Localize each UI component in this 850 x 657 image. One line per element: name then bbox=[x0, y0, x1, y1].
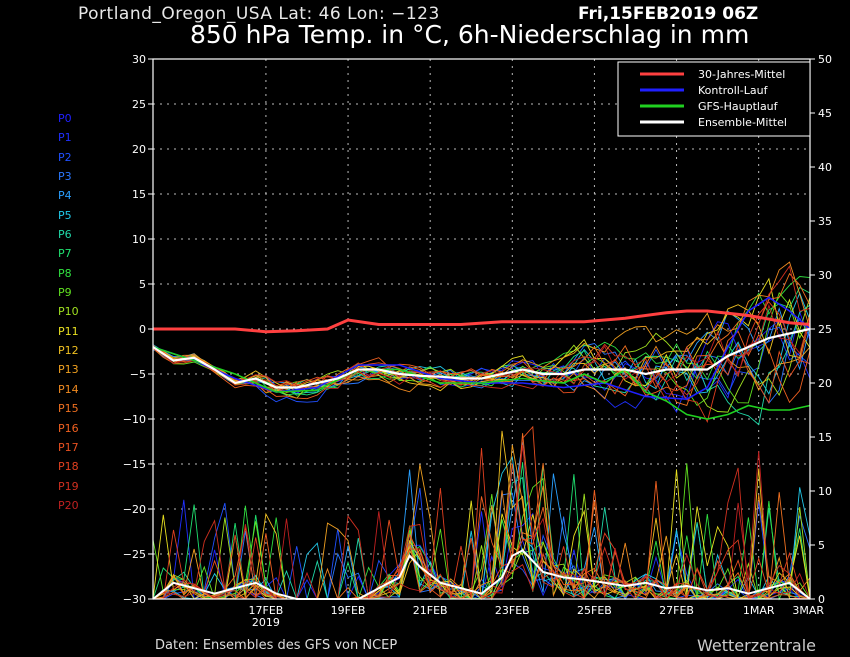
x-tick-label: 19FEB bbox=[331, 604, 366, 617]
legend: 30-Jahres-Mittel Kontroll-Lauf GFS-Hauptla… bbox=[617, 61, 811, 137]
member-precip-line bbox=[152, 463, 811, 600]
x-tick-label: 3MAR bbox=[792, 604, 824, 617]
member-label: P7 bbox=[58, 247, 72, 261]
y-left-tick-label: −10 bbox=[123, 413, 146, 426]
x-tick-sublabel: 2019 bbox=[252, 616, 280, 629]
y-right-tick-label: 5 bbox=[818, 539, 825, 552]
grid bbox=[153, 59, 810, 599]
y-right-tick-label: 50 bbox=[818, 53, 832, 66]
member-label: P2 bbox=[58, 150, 72, 164]
location-label: Portland_Oregon_USA Lat: 46 Lon: −123 bbox=[78, 4, 440, 24]
member-label: P8 bbox=[58, 266, 72, 280]
member-label: P1 bbox=[58, 131, 72, 145]
member-label: P0 bbox=[58, 112, 72, 125]
y-right-tick-label: 25 bbox=[818, 323, 832, 336]
y-right-tick-label: 10 bbox=[818, 485, 832, 498]
y-right-tick-label: 15 bbox=[818, 431, 832, 444]
member-label: P9 bbox=[58, 286, 72, 300]
x-tick-label: 1MAR bbox=[743, 604, 775, 617]
y-left-tick-label: −20 bbox=[123, 503, 146, 516]
y-left-tick-label: 30 bbox=[132, 53, 146, 66]
member-precip-line bbox=[152, 463, 810, 600]
member-temp-line bbox=[152, 297, 811, 413]
y-left-tick-label: 15 bbox=[132, 188, 146, 201]
y-right-tick-label: 45 bbox=[818, 107, 832, 120]
series-ensemble-mittel-precip bbox=[152, 549, 811, 600]
x-tick-label: 21FEB bbox=[413, 604, 448, 617]
y-right-tick-label: 35 bbox=[818, 215, 832, 228]
member-temp-line bbox=[152, 326, 811, 403]
x-tick-label: 25FEB bbox=[577, 604, 612, 617]
series-ensemble-mittel-temp bbox=[152, 327, 811, 389]
x-tick-label: 17FEB bbox=[249, 604, 284, 617]
series-gfs-hauptlauf-temp bbox=[152, 346, 811, 420]
member-label: P3 bbox=[58, 170, 72, 184]
member-label: P14 bbox=[58, 382, 79, 396]
legend-label: Kontroll-Lauf bbox=[698, 84, 769, 97]
y-left-tick-label: 0 bbox=[139, 323, 146, 336]
legend-label: GFS-Hauptlauf bbox=[698, 100, 779, 113]
member-temp-line bbox=[152, 304, 811, 426]
y-left-tick-label: −5 bbox=[130, 368, 146, 381]
y-left-tick-label: 5 bbox=[139, 278, 146, 291]
legend-label: Ensemble-Mittel bbox=[698, 116, 787, 129]
y-right-tick-label: 0 bbox=[818, 593, 825, 606]
member-label: P6 bbox=[58, 228, 72, 242]
member-label: P5 bbox=[58, 208, 72, 222]
member-label: P16 bbox=[58, 421, 79, 435]
x-tick-label: 23FEB bbox=[495, 604, 530, 617]
member-precip-line bbox=[152, 433, 811, 600]
member-list: P0 P1 P2 P3 P4 P5 P6 P7 P8 P9 P10 P11 P12 P13 P14 P15 P1… bbox=[58, 109, 79, 515]
y-left-tick-label: −15 bbox=[123, 458, 146, 471]
member-temp-line bbox=[152, 303, 811, 394]
chart-title: 850 hPa Temp. in °C, 6h-Niederschlag in … bbox=[190, 20, 750, 49]
brand-label: Wetterzentrale bbox=[697, 636, 817, 655]
member-label: P11 bbox=[58, 324, 79, 338]
member-label: P20 bbox=[58, 498, 79, 512]
y-left-tick-label: 10 bbox=[132, 233, 146, 246]
key-series bbox=[152, 296, 811, 600]
member-precip-line bbox=[152, 442, 811, 600]
member-label: P12 bbox=[58, 344, 79, 358]
member-label: P4 bbox=[58, 189, 72, 203]
y-right-tick-label: 20 bbox=[818, 377, 832, 390]
y-left-tick-label: 20 bbox=[132, 143, 146, 156]
legend-label: 30-Jahres-Mittel bbox=[698, 68, 785, 81]
y-left-tick-label: −30 bbox=[123, 593, 146, 606]
member-label: P19 bbox=[58, 479, 79, 493]
axes: −30 −25 −20 −15 −10 −5 0 5 10 15 20 25 30 0 5 10 15 20 25 3… bbox=[123, 53, 832, 629]
run-date-label: Fri,15FEB2019 06Z bbox=[578, 4, 759, 24]
member-label: P13 bbox=[58, 363, 79, 377]
y-right-tick-label: 30 bbox=[818, 269, 832, 282]
y-left-tick-label: 25 bbox=[132, 98, 146, 111]
member-label: P10 bbox=[58, 305, 79, 319]
member-temp-line bbox=[152, 343, 811, 404]
member-precip-line bbox=[153, 447, 811, 600]
y-right-tick-label: 40 bbox=[818, 161, 832, 174]
data-credit: Daten: Ensembles des GFS von NCEP bbox=[155, 638, 398, 653]
series-30-jahres-mittel-temp bbox=[153, 309, 811, 334]
member-label: P15 bbox=[58, 402, 79, 416]
y-left-tick-label: −25 bbox=[123, 548, 146, 561]
member-label: P18 bbox=[58, 460, 79, 474]
x-tick-label: 27FEB bbox=[659, 604, 694, 617]
member-precip-line bbox=[152, 445, 811, 600]
member-label: P17 bbox=[58, 440, 79, 454]
